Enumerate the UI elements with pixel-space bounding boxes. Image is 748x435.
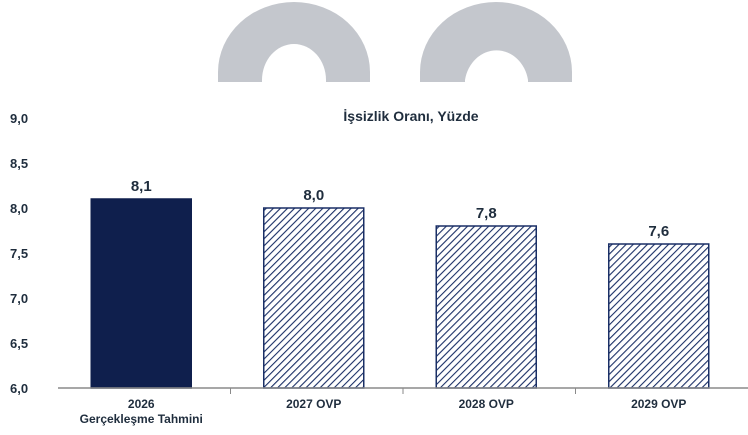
x-category-label: 2026 [128, 397, 155, 411]
watermark-graphic [218, 2, 572, 82]
y-tick-label: 9,0 [10, 111, 28, 126]
data-label: 7,8 [476, 205, 497, 222]
y-axis: 6,0 6,5 7,0 7,5 8,0 8,5 9,0 [10, 111, 28, 396]
data-label: 7,6 [648, 223, 669, 240]
bar [608, 243, 710, 389]
x-category-label: 2027 OVP [286, 397, 341, 411]
y-tick-label: 6,5 [10, 336, 28, 351]
data-label: 8,0 [303, 187, 324, 204]
x-category-label: Gerçekleşme Tahmini [80, 412, 203, 426]
y-tick-label: 7,5 [10, 246, 28, 261]
y-tick-label: 6,0 [10, 381, 28, 396]
x-category-label: 2029 OVP [631, 397, 686, 411]
y-tick-label: 8,5 [10, 156, 28, 171]
y-tick-label: 8,0 [10, 201, 28, 216]
bar [435, 225, 537, 389]
x-category-label: 2028 OVP [459, 397, 514, 411]
chart-title: İşsizlik Oranı, Yüzde [343, 108, 478, 124]
bar [90, 198, 192, 389]
bar [263, 207, 365, 389]
data-label: 8,1 [131, 178, 152, 195]
y-tick-label: 7,0 [10, 291, 28, 306]
bars: 8,1 8,0 7,8 7,6 [90, 178, 710, 389]
